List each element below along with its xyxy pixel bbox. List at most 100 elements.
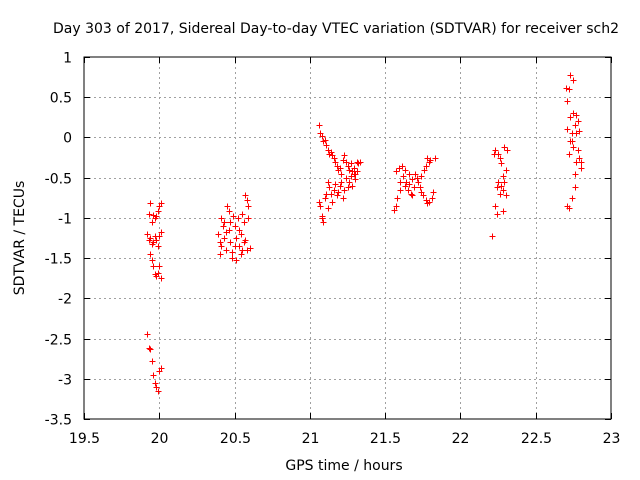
data-point <box>501 144 508 151</box>
data-point <box>575 147 582 154</box>
data-point <box>238 231 245 238</box>
data-point <box>221 235 228 242</box>
data-point <box>400 173 407 180</box>
data-point <box>323 142 330 149</box>
data-point <box>432 155 439 162</box>
data-point <box>217 239 224 246</box>
data-point <box>572 122 579 129</box>
x-tick-label: 22 <box>452 431 470 447</box>
data-point <box>158 200 165 207</box>
data-point <box>149 358 156 365</box>
data-point <box>146 211 153 218</box>
data-point <box>319 213 326 220</box>
data-point <box>351 171 358 178</box>
data-point <box>149 257 156 264</box>
y-axis-label: SDTVAR / TECUs <box>12 181 28 296</box>
x-tick-label: 20 <box>151 431 169 447</box>
x-tick-label: 21 <box>302 431 320 447</box>
data-point <box>218 215 225 222</box>
data-point <box>335 189 342 196</box>
data-point <box>564 98 571 105</box>
data-point <box>573 112 580 119</box>
data-point <box>345 184 352 191</box>
data-point <box>153 213 160 220</box>
data-point <box>394 195 401 202</box>
data-point <box>325 179 332 186</box>
data-point <box>155 208 162 215</box>
data-point <box>495 151 502 158</box>
data-point <box>572 171 579 178</box>
data-point <box>316 122 323 129</box>
x-axis-tick-labels: 19.5 20 20.5 21 21.5 22 22.5 23 <box>69 431 621 447</box>
data-point <box>418 173 425 180</box>
data-point <box>239 247 246 254</box>
x-tick-label: 21.5 <box>370 431 401 447</box>
data-point <box>497 155 504 162</box>
data-point <box>239 211 246 218</box>
data-point <box>334 192 341 199</box>
data-point <box>224 203 231 210</box>
data-point <box>242 237 249 244</box>
data-point <box>146 345 153 352</box>
data-point <box>494 184 501 191</box>
data-point <box>423 163 430 170</box>
data-point <box>427 157 434 164</box>
data-point <box>341 152 348 159</box>
data-point <box>563 85 570 92</box>
data-point <box>570 77 577 84</box>
data-point <box>244 197 251 204</box>
data-point <box>223 229 230 236</box>
data-point <box>337 165 344 172</box>
data-point <box>338 179 345 186</box>
x-tick-label: 19.5 <box>69 431 100 447</box>
data-point <box>331 155 338 162</box>
data-point <box>569 195 576 202</box>
data-point <box>566 151 573 158</box>
data-point <box>576 128 583 135</box>
data-point <box>241 219 248 226</box>
data-point <box>227 219 234 226</box>
data-point <box>414 175 421 182</box>
x-tick-label: 20.5 <box>220 431 251 447</box>
data-point <box>331 187 338 194</box>
data-point <box>229 249 236 256</box>
data-point <box>352 176 359 183</box>
data-point <box>492 203 499 210</box>
y-tick-label: -2.5 <box>45 333 72 349</box>
chart-title: Day 303 of 2017, Sidereal Day-to-day VTE… <box>53 21 619 37</box>
data-point <box>492 147 499 154</box>
data-point <box>346 179 353 186</box>
data-point <box>411 184 418 191</box>
data-point <box>354 168 361 175</box>
data-point <box>144 231 151 238</box>
data-point <box>567 138 574 145</box>
data-point <box>218 243 225 250</box>
data-point <box>498 183 505 190</box>
data-point <box>332 159 339 166</box>
data-point <box>415 179 422 186</box>
x-tick-label: 22.5 <box>521 431 552 447</box>
x-axis-label: GPS time / hours <box>285 458 402 474</box>
data-point <box>147 235 154 242</box>
data-point <box>328 149 335 156</box>
data-point <box>322 195 329 202</box>
data-point <box>242 192 249 199</box>
data-point <box>570 144 577 151</box>
data-point <box>351 165 358 172</box>
data-point <box>152 380 159 387</box>
data-point <box>494 211 501 218</box>
data-point <box>343 159 350 166</box>
data-point <box>320 219 327 226</box>
data-point <box>503 192 510 199</box>
data-point <box>429 195 436 202</box>
data-point <box>567 114 574 121</box>
data-point <box>233 235 240 242</box>
data-point <box>343 175 350 182</box>
data-point <box>567 72 574 79</box>
data-point <box>215 231 222 238</box>
data-point <box>341 187 348 194</box>
y-tick-label: -1.5 <box>45 252 72 268</box>
data-point <box>500 187 507 194</box>
